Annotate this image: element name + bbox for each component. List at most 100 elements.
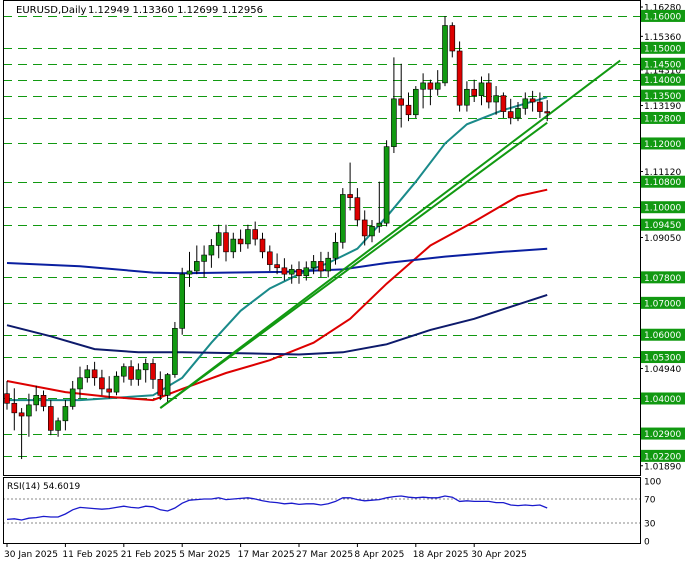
candle-51 xyxy=(376,181,383,233)
level-label-text: 1.05300 xyxy=(644,354,681,364)
candle-20 xyxy=(150,358,156,389)
candle-28 xyxy=(208,239,215,268)
candle-53 xyxy=(391,57,397,154)
level-label-text: 1.06000 xyxy=(644,331,681,341)
level-label-2: 1.14500 xyxy=(641,57,685,70)
candle-body xyxy=(26,404,32,417)
level-label-text: 1.07000 xyxy=(644,299,681,309)
level-label-10: 1.07800 xyxy=(641,271,685,284)
candle-body xyxy=(186,270,193,275)
candle-body xyxy=(347,194,353,198)
candle-3 xyxy=(26,393,32,437)
candle-body xyxy=(361,219,368,237)
candle-body xyxy=(500,95,507,112)
level-label-16: 1.02200 xyxy=(641,449,685,462)
candle-60 xyxy=(442,15,448,87)
candle-body xyxy=(150,363,156,380)
candle-2 xyxy=(18,408,25,460)
candle-body xyxy=(266,251,273,265)
level-label-5: 1.12800 xyxy=(641,111,685,124)
x-tick-label-6: 8 Apr 2025 xyxy=(354,550,404,560)
candle-14 xyxy=(106,376,112,399)
candle-32 xyxy=(237,229,244,252)
rsi-panel-frame xyxy=(3,477,641,544)
level-label-text: 1.12800 xyxy=(644,114,681,124)
price-tick-label-3: 1.13190 xyxy=(644,102,681,112)
candle-body xyxy=(11,402,18,414)
candle-61 xyxy=(449,22,456,58)
candle-body xyxy=(288,269,295,275)
candle-body xyxy=(376,222,383,227)
level-label-box xyxy=(641,73,685,86)
level-label-box xyxy=(641,351,685,364)
level-label-4: 1.13500 xyxy=(641,89,685,102)
candle-72 xyxy=(529,90,536,112)
level-label-text: 1.16000 xyxy=(644,12,681,22)
candle-body xyxy=(274,264,280,269)
candle-10 xyxy=(77,366,83,399)
candle-69 xyxy=(507,98,514,125)
candle-body xyxy=(478,82,485,96)
candle-body xyxy=(223,232,229,253)
level-label-12: 1.06000 xyxy=(641,328,685,341)
candle-49 xyxy=(361,210,368,246)
candle-40 xyxy=(296,261,302,284)
candle-71 xyxy=(522,92,529,115)
candle-body xyxy=(69,388,76,407)
candle-body xyxy=(201,254,207,262)
candle-body xyxy=(339,194,346,243)
candle-16 xyxy=(121,363,127,383)
candle-70 xyxy=(515,102,521,122)
candle-body xyxy=(237,238,244,245)
rsi-panel: 100 70 30 0 xyxy=(3,478,661,548)
x-tick-label-3: 5 Mar 2025 xyxy=(179,550,230,560)
level-label-box xyxy=(641,137,685,150)
candle-37 xyxy=(274,253,280,275)
moving-average-mid-1 xyxy=(6,188,548,402)
level-label-box xyxy=(641,427,685,440)
candle-body xyxy=(398,98,405,106)
rsi-line xyxy=(6,495,548,521)
level-label-text: 1.15000 xyxy=(644,44,681,54)
candle-4 xyxy=(33,385,40,412)
candle-body xyxy=(62,406,69,422)
candle-body xyxy=(4,393,10,404)
candle-body xyxy=(172,328,178,375)
candle-15 xyxy=(113,371,120,396)
candle-8 xyxy=(62,400,69,431)
chart-symbol-title: EURUSD,Daily xyxy=(16,5,87,16)
moving-average-slow-3 xyxy=(6,293,548,356)
candle-0 xyxy=(4,380,10,410)
candle-body xyxy=(529,98,536,103)
axes: 1.16280 1.15360 1.14310 1.13190 1.11120 1.090… xyxy=(3,0,681,560)
candle-body xyxy=(449,25,456,52)
price-tick-label-0: 1.16280 xyxy=(644,4,681,14)
candles xyxy=(4,15,551,460)
level-label-box xyxy=(641,296,685,309)
level-label-14: 1.04000 xyxy=(641,392,685,405)
rsi-tick-label-3: 0 xyxy=(644,538,650,548)
price-tick-label-8: 1.01890 xyxy=(644,462,681,472)
candle-18 xyxy=(135,363,142,386)
candle-body xyxy=(128,366,134,380)
level-label-text: 1.10000 xyxy=(644,204,681,214)
candle-67 xyxy=(493,86,499,115)
candle-23 xyxy=(172,321,178,378)
candle-63 xyxy=(464,81,470,112)
level-label-box xyxy=(641,9,685,22)
candle-56 xyxy=(412,86,419,118)
candle-body xyxy=(33,395,40,406)
level-lines xyxy=(3,16,640,457)
candle-body xyxy=(135,369,142,380)
candle-body xyxy=(434,82,441,90)
candle-body xyxy=(245,229,251,245)
candle-41 xyxy=(303,261,310,281)
candle-body xyxy=(91,369,98,379)
candle-body xyxy=(208,245,215,256)
level-label-box xyxy=(641,57,685,70)
level-label-text: 1.07800 xyxy=(644,274,681,284)
trendline-0 xyxy=(159,59,621,409)
chart-ohlc-readout: 1.12949 1.13360 1.12699 1.12956 xyxy=(88,5,263,16)
level-label-text: 1.14000 xyxy=(644,76,681,86)
